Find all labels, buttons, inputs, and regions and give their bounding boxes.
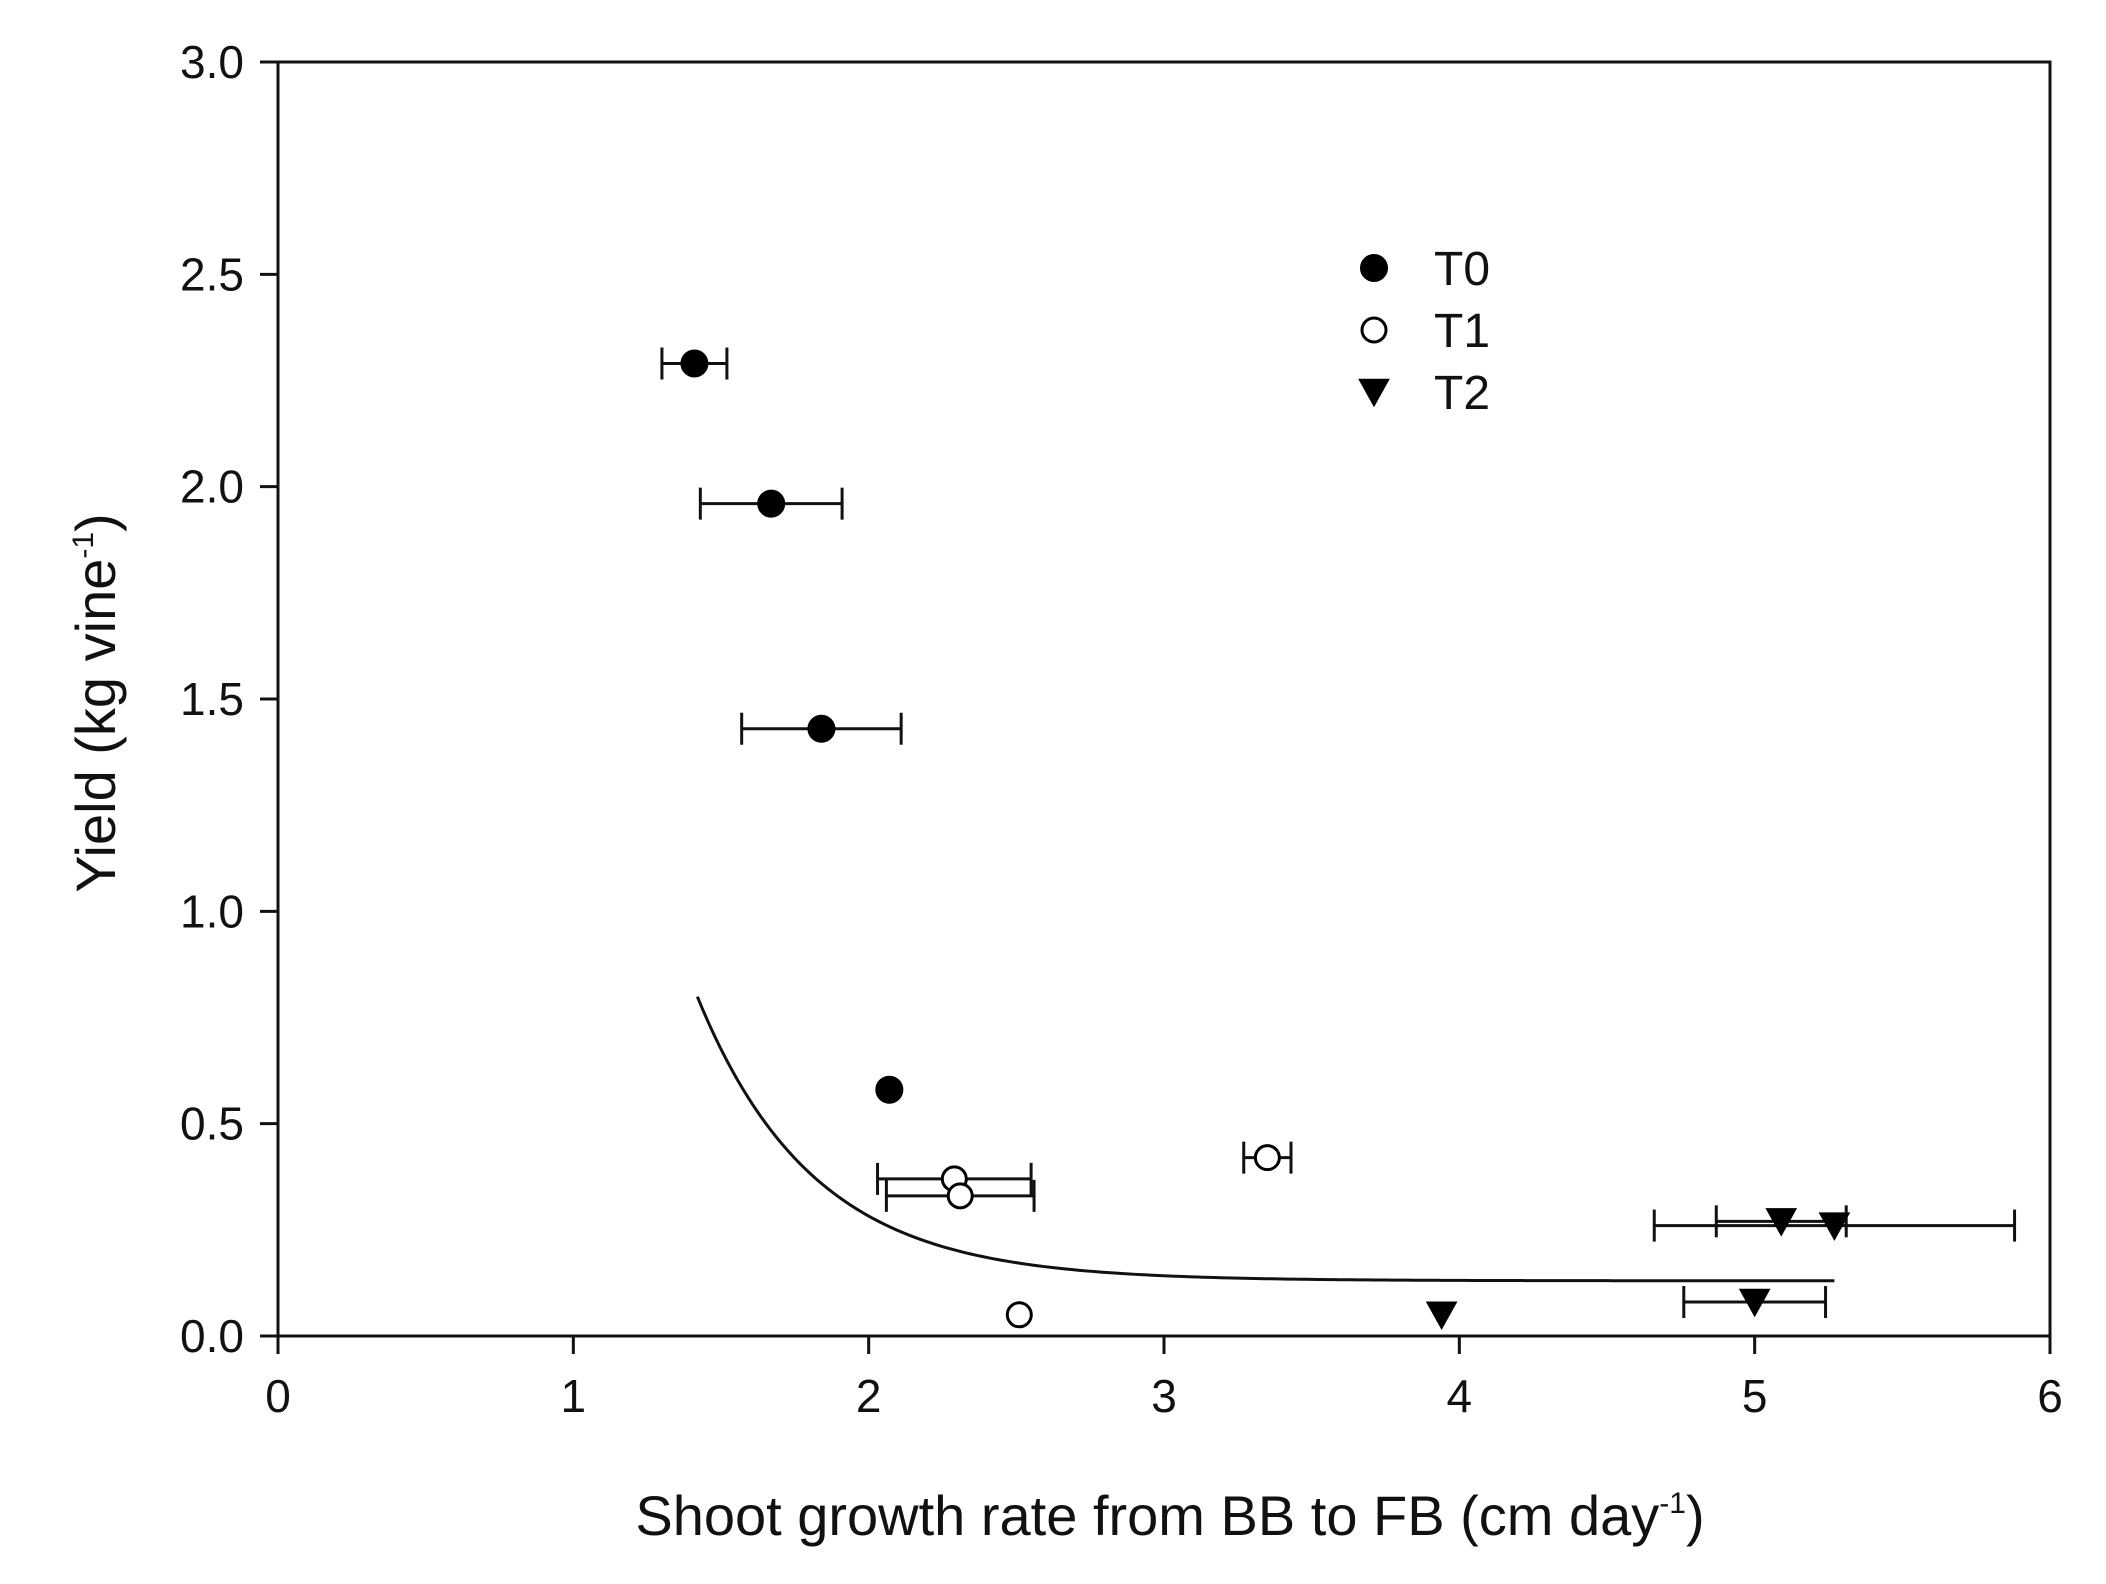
data-point-t2: [1765, 1208, 1798, 1237]
data-point-t2: [1425, 1301, 1458, 1331]
x-axis-title-main: Shoot growth rate from BB to FB (cm day: [635, 1484, 1659, 1547]
y-axis-title: Yield (kg vine-1): [64, 513, 127, 892]
y-tick-label: 1.5: [180, 673, 244, 725]
y-tick-label: 2.5: [180, 248, 244, 300]
y-axis-title-close: ): [64, 513, 127, 532]
y-axis-ticks: 0.0 0.5 1.0 1.5 2.0 2.5 3.0: [180, 36, 278, 1362]
x-tick-label: 6: [2037, 1370, 2063, 1422]
data-point-t1: [1253, 1144, 1281, 1172]
x-axis-title-sup: -1: [1659, 1487, 1686, 1520]
fit-curve: [695, 996, 1835, 1283]
data-markers: [680, 349, 1851, 1331]
legend-marker-t0: [1360, 254, 1388, 282]
x-tick-label: 0: [265, 1370, 291, 1422]
data-point-t2: [1738, 1288, 1771, 1318]
x-tick-label: 5: [1742, 1370, 1768, 1422]
legend-label-t2: T2: [1434, 367, 1490, 420]
data-point-t0: [807, 714, 836, 743]
legend: T0 T1 T2: [1358, 243, 1490, 420]
legend-label-t0: T0: [1434, 243, 1490, 296]
data-point-t0: [875, 1075, 904, 1104]
y-tick-label: 0.0: [180, 1310, 244, 1362]
data-point-t1: [946, 1182, 974, 1210]
x-axis-title: Shoot growth rate from BB to FB (cm day-…: [635, 1484, 1704, 1547]
y-tick-label: 2.0: [180, 461, 244, 513]
data-point-t1: [1005, 1301, 1033, 1329]
y-tick-label: 3.0: [180, 36, 244, 88]
x-axis-title-close: ): [1686, 1484, 1705, 1547]
x-tick-label: 4: [1447, 1370, 1473, 1422]
data-point-t2: [1818, 1212, 1851, 1241]
x-axis-ticks: 0 1 2 3 4 5 6: [265, 1336, 2063, 1422]
x-tick-label: 2: [856, 1370, 882, 1422]
y-tick-label: 1.0: [180, 885, 244, 937]
y-axis-title-main: Yield (kg vine: [64, 559, 127, 893]
fit-curve-group: [695, 996, 1835, 1283]
x-tick-label: 3: [1151, 1370, 1177, 1422]
y-tick-label: 0.5: [180, 1098, 244, 1150]
y-axis-title-sup: -1: [67, 532, 100, 559]
legend-label-t1: T1: [1434, 305, 1490, 358]
data-point-t0: [757, 489, 786, 518]
legend-marker-t1: [1360, 316, 1388, 344]
data-point-t0: [680, 349, 709, 378]
x-tick-label: 1: [561, 1370, 587, 1422]
legend-marker-t2: [1358, 378, 1390, 408]
